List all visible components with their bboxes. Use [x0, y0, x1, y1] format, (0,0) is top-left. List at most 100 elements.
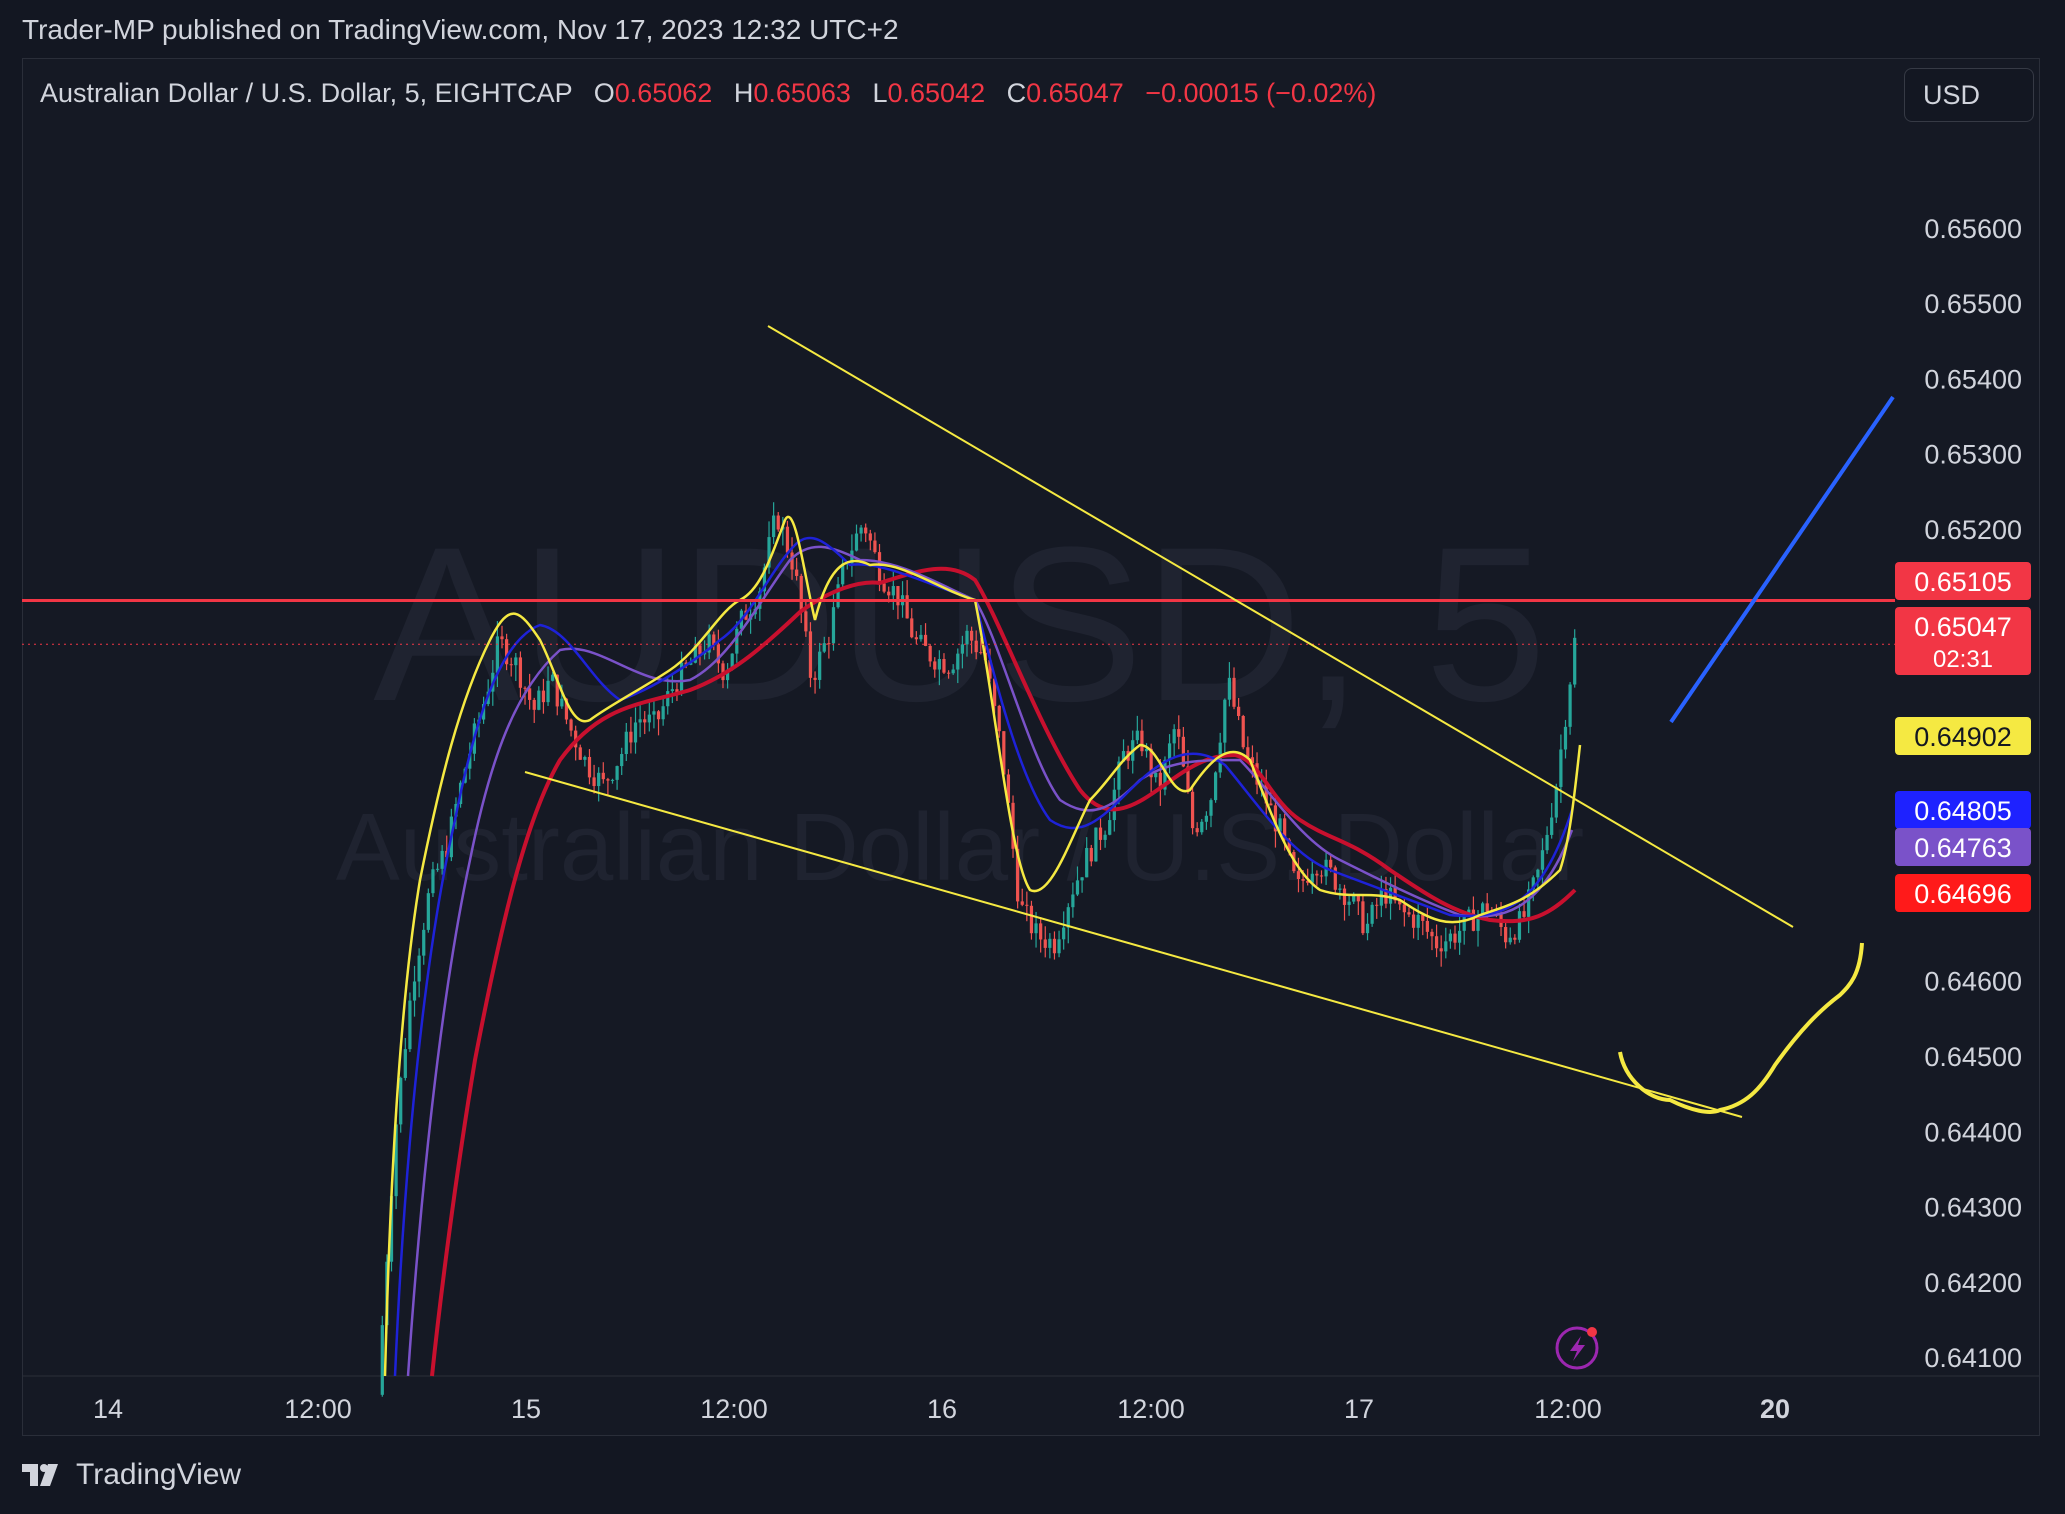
candle-body	[1186, 766, 1190, 792]
tradingview-logo[interactable]: TradingView	[22, 1458, 241, 1492]
lightning-icon[interactable]	[1555, 1326, 1599, 1370]
upper-trendline[interactable]	[767, 325, 1794, 928]
price-tick-label: 0.65300	[1924, 440, 2022, 470]
candle-body	[1149, 748, 1153, 778]
candle-body	[1034, 923, 1038, 934]
price-axis[interactable]: 0.65600 0.65500 0.65400 0.65300 0.65200 0.646…	[1924, 214, 2022, 1373]
tradingview-logo-icon	[22, 1464, 58, 1486]
price-label-text: 0.65047	[1914, 612, 2012, 642]
candle-body	[1135, 730, 1139, 741]
price-label-box	[1895, 562, 2031, 600]
candle-body	[638, 719, 642, 723]
candle-body	[1029, 905, 1034, 934]
candle-body	[716, 644, 720, 664]
candle-body	[864, 527, 868, 534]
candle-body	[1517, 911, 1522, 940]
candle-body	[684, 662, 688, 665]
candle-body	[1563, 726, 1568, 750]
candle-body	[1550, 817, 1554, 835]
low-value: 0.65042	[887, 78, 986, 108]
candle-body	[1269, 803, 1273, 806]
candle-body	[910, 618, 914, 638]
candle-body	[1513, 937, 1517, 940]
candle-body	[1167, 743, 1172, 760]
candle-body	[1425, 920, 1429, 932]
candle-body	[836, 584, 840, 608]
candle-body	[560, 698, 564, 707]
candle-body	[1444, 941, 1448, 952]
candle-body	[1527, 889, 1531, 917]
candle-body	[854, 533, 859, 551]
candle-body	[1287, 839, 1291, 853]
candle-body	[1421, 914, 1425, 921]
candle-body	[1190, 791, 1195, 829]
candle-body	[1531, 877, 1535, 890]
candle-body	[1062, 927, 1066, 940]
candle-body	[1025, 904, 1029, 906]
candle-body	[956, 653, 960, 670]
candle-body	[1002, 731, 1006, 775]
lower-trendline[interactable]	[524, 771, 1743, 1118]
candle-body	[818, 651, 822, 680]
candle-body	[928, 645, 932, 662]
candle-body	[629, 731, 633, 743]
price-label-text: 0.65105	[1914, 567, 2012, 597]
candle-body	[1237, 706, 1241, 716]
candle-body	[643, 719, 647, 723]
candle-body	[615, 766, 619, 780]
price-tick-label: 0.64400	[1924, 1117, 2022, 1147]
candle-body	[652, 711, 656, 715]
candle-body	[1039, 923, 1043, 940]
price-tick-label: 0.64600	[1924, 967, 2022, 997]
candle-body	[528, 688, 532, 700]
candle-body	[509, 664, 513, 666]
price-label-countdown: 02:31	[1933, 646, 1993, 673]
candle-body	[592, 777, 596, 787]
candle-body	[1232, 677, 1236, 707]
candle-body	[1255, 763, 1259, 785]
candle-body	[905, 595, 909, 619]
candle-body	[610, 779, 615, 781]
candle-body	[1011, 802, 1015, 849]
candle-body	[1342, 888, 1347, 905]
currency-button[interactable]: USD	[1904, 68, 2034, 122]
currency-label: USD	[1923, 79, 1981, 110]
candle-body	[1310, 873, 1314, 883]
price-tick-label: 0.64100	[1924, 1343, 2022, 1373]
projection-line[interactable]	[1669, 395, 1895, 724]
candle-body	[1241, 715, 1245, 748]
candle-body	[1200, 821, 1204, 833]
candle-body	[1379, 888, 1383, 906]
candle-body	[546, 680, 550, 703]
projection-curve[interactable]	[1618, 942, 1864, 1114]
candle-body	[523, 687, 527, 689]
candle-body	[666, 691, 670, 707]
candle-body	[942, 658, 946, 673]
candle-body	[1462, 914, 1466, 931]
price-label-text: 0.64763	[1914, 833, 2012, 863]
candle-body	[578, 747, 582, 760]
candle-body	[776, 515, 780, 530]
time-tick-label: 12:00	[1534, 1394, 1602, 1424]
candle-body	[514, 657, 518, 666]
candle-body	[1375, 904, 1379, 906]
symbol-title[interactable]: Australian Dollar / U.S. Dollar, 5, EIGH…	[40, 78, 573, 108]
candle-body	[624, 731, 628, 755]
candle-body	[1057, 939, 1061, 954]
candle-body	[1140, 730, 1144, 752]
candle-body	[518, 657, 523, 688]
candle-body	[965, 630, 969, 645]
candle-body	[693, 645, 697, 663]
price-tick-label: 0.64200	[1924, 1268, 2022, 1298]
candle-body	[960, 644, 964, 654]
publisher-line: Trader-MP published on TradingView.com, …	[22, 14, 899, 45]
time-axis[interactable]: 14 12:00 15 12:00 16 12:00 17 12:00 20	[93, 1394, 1790, 1424]
candle-body	[1301, 878, 1305, 881]
high-label: H	[733, 78, 754, 108]
candle-body	[1278, 818, 1282, 832]
candle-body	[606, 779, 610, 781]
candle-body	[790, 552, 794, 570]
time-tick-label: 16	[927, 1394, 957, 1424]
candle-body	[1522, 911, 1526, 917]
